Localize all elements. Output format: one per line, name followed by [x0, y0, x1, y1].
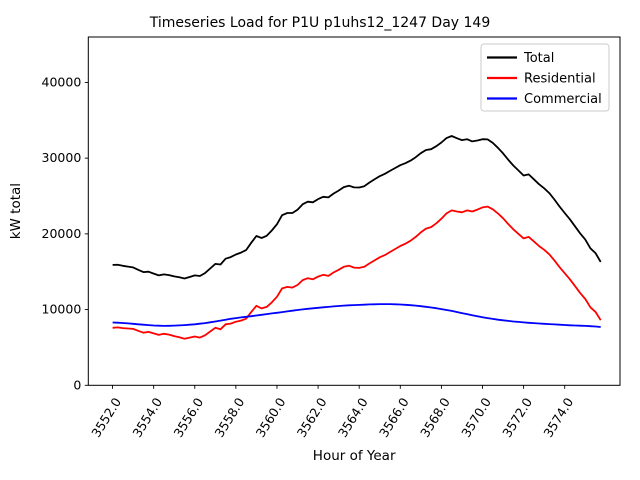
series-line-total: [112, 135, 602, 280]
legend-label-total: Total: [523, 51, 554, 66]
y-tick-label: 40000: [42, 74, 82, 89]
y-tick-label: 20000: [42, 226, 82, 241]
series-line-residential: [112, 205, 602, 340]
y-tick-label: 0: [73, 377, 81, 392]
series-line-commercial: [112, 303, 601, 328]
legend-label-residential: Residential: [524, 72, 596, 87]
chart-title: Timeseries Load for P1U p1uhs12_1247 Day…: [149, 15, 491, 31]
x-axis-label: Hour of Year: [313, 448, 396, 464]
legend-label-commercial: Commercial: [524, 92, 602, 107]
legend-box: [480, 43, 610, 112]
y-axis-label: kW total: [8, 183, 24, 239]
y-tick-label: 10000: [42, 302, 82, 317]
y-tick-label: 30000: [42, 150, 82, 165]
